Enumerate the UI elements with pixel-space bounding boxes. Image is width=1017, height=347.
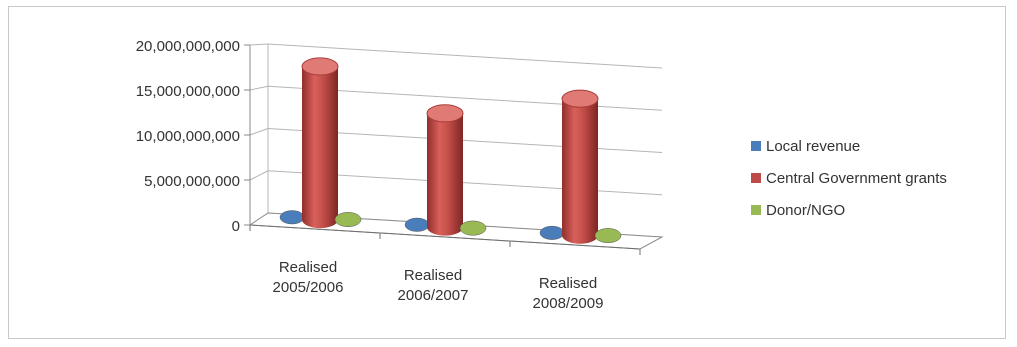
cylinder-disc (594, 228, 622, 244)
y-tick-label: 10,000,000,000 (136, 128, 240, 145)
chart-frame (8, 6, 1006, 339)
gridline-side (249, 85, 269, 91)
cylinder-top (301, 57, 339, 76)
legend-swatch (751, 205, 761, 215)
bar-donor-ngo-3 (594, 228, 622, 244)
bar-central-government-grants-3 (561, 89, 599, 244)
cylinder-disc (279, 210, 305, 225)
bar-local-revenue-3 (539, 225, 565, 240)
y-tick-label: 15,000,000,000 (136, 83, 240, 100)
legend-label: Central Government grants (766, 170, 947, 187)
x-tick-label: 2008/2009 (533, 295, 604, 312)
x-axis-line (249, 224, 641, 250)
x-tick-label: Realised (539, 275, 597, 292)
legend-swatch (751, 141, 761, 151)
bar-central-government-grants-1 (301, 57, 339, 229)
cylinder-body (562, 98, 598, 244)
cylinder-top (561, 89, 599, 108)
bar-central-government-grants-2 (426, 104, 464, 236)
x-tick-label: Realised (404, 267, 462, 284)
cylinder-body (427, 113, 463, 236)
y-tick-label: 5,000,000,000 (144, 173, 240, 190)
gridline (267, 43, 663, 69)
x-tick-label: 2006/2007 (398, 287, 469, 304)
bar-local-revenue-1 (279, 210, 305, 225)
gridline-side (249, 170, 269, 181)
gridline-side (249, 43, 269, 46)
x-tick-label: 2005/2006 (273, 279, 344, 296)
legend-label: Local revenue (766, 138, 860, 155)
legend-swatch (751, 173, 761, 183)
cylinder-disc (404, 217, 430, 232)
gridline-side (249, 128, 269, 136)
bar-local-revenue-2 (404, 217, 430, 232)
x-tick-label: Realised (279, 259, 337, 276)
cylinder-disc (539, 225, 565, 240)
cylinder-disc (459, 220, 487, 236)
cylinder-disc (334, 212, 362, 227)
bar-donor-ngo-2 (459, 220, 487, 236)
cylinder-body (302, 66, 338, 229)
cylinder-top (426, 104, 464, 123)
y-tick-label: 0 (232, 218, 240, 235)
legend-label: Donor/NGO (766, 202, 845, 219)
bar-donor-ngo-1 (334, 212, 362, 227)
y-tick-label: 20,000,000,000 (136, 38, 240, 55)
